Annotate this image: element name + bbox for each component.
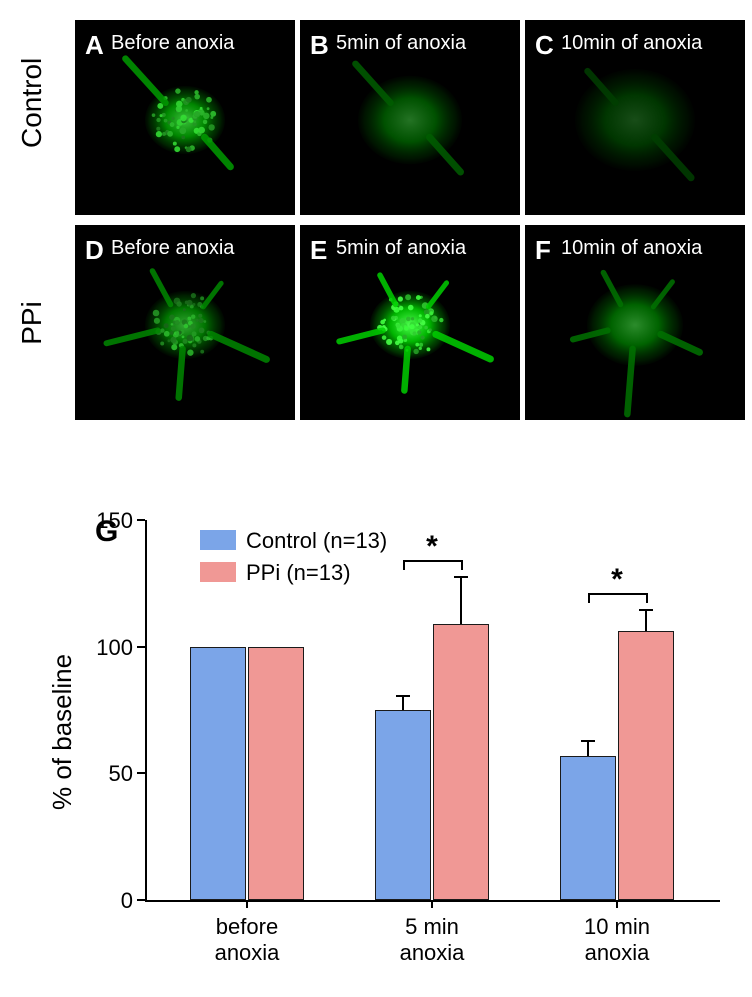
xcat-label: anoxia	[537, 940, 697, 966]
panel-caption-D: Before anoxia	[111, 237, 234, 260]
y-axis-label: % of baseline	[47, 610, 73, 810]
errorbar-cap	[581, 740, 595, 742]
panel-caption-C: 10min of anoxia	[561, 32, 702, 55]
y-axis	[145, 520, 147, 900]
ytick-label: 0	[85, 888, 133, 914]
bar-ppi-0	[248, 647, 304, 900]
xtick	[246, 900, 248, 908]
ytick	[137, 899, 145, 901]
ytick	[137, 646, 145, 648]
ytick-label: 100	[85, 635, 133, 661]
microscopy-panel-C: C 10min of anoxia	[525, 20, 745, 215]
errorbar-cap	[639, 609, 653, 611]
ytick-label: 50	[85, 761, 133, 787]
microscopy-panel-F: F 10min of anoxia	[525, 225, 745, 420]
errorbar-cap	[396, 695, 410, 697]
bar-control-1	[375, 710, 431, 900]
sig-star: *	[607, 563, 627, 597]
row-label-control: Control	[16, 88, 44, 148]
microscopy-panel-D: D Before anoxia	[75, 225, 295, 420]
panel-caption-B: 5min of anoxia	[336, 32, 466, 55]
sig-star: *	[422, 530, 442, 564]
panel-caption-E: 5min of anoxia	[336, 237, 466, 260]
xcat-label: 5 min	[352, 914, 512, 940]
errorbar	[460, 576, 462, 624]
xtick	[616, 900, 618, 908]
bar-control-0	[190, 647, 246, 900]
microscopy-panel-B: B 5min of anoxia	[300, 20, 520, 215]
bar-control-2	[560, 756, 616, 900]
panel-letter-C: C	[535, 30, 554, 61]
ytick	[137, 772, 145, 774]
panel-letter-B: B	[310, 30, 329, 61]
legend-label-control: Control (n=13)	[246, 528, 387, 554]
sig-bracket-tick	[403, 560, 405, 570]
errorbar	[645, 609, 647, 632]
errorbar	[587, 740, 589, 755]
panel-letter-F: F	[535, 235, 551, 266]
xcat-label: before	[167, 914, 327, 940]
xtick	[431, 900, 433, 908]
panel-letter-D: D	[85, 235, 104, 266]
legend-label-ppi: PPi (n=13)	[246, 560, 351, 586]
sig-bracket-tick	[646, 593, 648, 603]
microscopy-panel-A: A Before anoxia	[75, 20, 295, 215]
errorbar-cap	[454, 576, 468, 578]
bar-ppi-2	[618, 631, 674, 900]
ytick	[137, 519, 145, 521]
sig-bracket-tick	[588, 593, 590, 603]
sig-bracket-tick	[461, 560, 463, 570]
microscopy-panel-E: E 5min of anoxia	[300, 225, 520, 420]
xcat-label: 10 min	[537, 914, 697, 940]
panel-letter-E: E	[310, 235, 327, 266]
panel-letter-A: A	[85, 30, 104, 61]
xcat-label: anoxia	[352, 940, 512, 966]
panel-caption-F: 10min of anoxia	[561, 237, 702, 260]
legend-swatch-control	[200, 530, 236, 550]
panel-caption-A: Before anoxia	[111, 32, 234, 55]
legend-swatch-ppi	[200, 562, 236, 582]
ytick-label: 150	[85, 508, 133, 534]
bar-ppi-1	[433, 624, 489, 900]
row-label-ppi: PPi	[16, 293, 44, 353]
xcat-label: anoxia	[167, 940, 327, 966]
errorbar	[402, 695, 404, 710]
